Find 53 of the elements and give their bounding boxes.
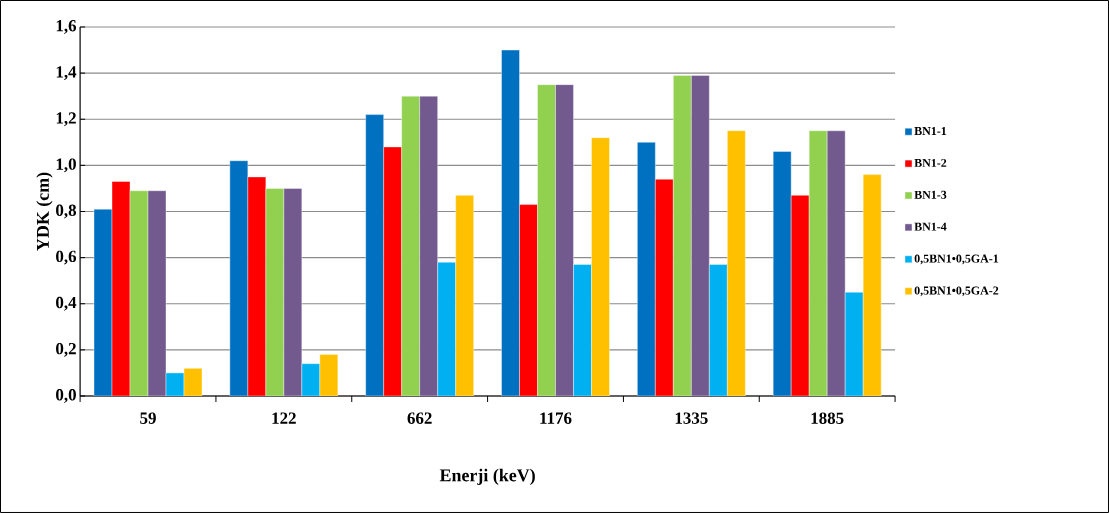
bar <box>727 130 746 396</box>
x-tick-label: 1335 <box>675 412 708 424</box>
y-tick-label: 0,8 <box>56 204 77 219</box>
y-tick-label: 1,4 <box>56 66 77 81</box>
bar <box>301 363 321 396</box>
legend-label: BN1-3 <box>914 190 947 199</box>
bar <box>401 95 420 396</box>
bar <box>790 195 810 396</box>
y-axis-title: YDK (cm) <box>36 172 53 251</box>
bar <box>673 75 692 396</box>
y-tick-label: 1,2 <box>56 112 76 127</box>
bar <box>383 146 402 396</box>
bar <box>229 160 249 396</box>
x-tick-label: 1885 <box>811 412 844 424</box>
y-tick-label: 1,0 <box>56 158 76 173</box>
bar <box>283 188 303 396</box>
bar <box>419 95 438 396</box>
bar <box>691 75 710 396</box>
bar <box>247 176 267 396</box>
bar <box>537 84 556 396</box>
legend-label: 0,5BN1•0,5GA-1 <box>914 254 999 265</box>
bar <box>319 354 339 396</box>
bar <box>265 188 285 396</box>
bar <box>808 130 828 396</box>
bar <box>637 142 656 396</box>
x-tick-label: 1176 <box>540 412 572 424</box>
y-tick-label: 0,0 <box>56 389 76 403</box>
x-tick-label: 662 <box>407 412 432 424</box>
bar <box>844 292 864 396</box>
legend-label: 0,5BN1•0,5GA-2 <box>914 286 999 297</box>
bar <box>772 151 792 396</box>
bar <box>365 114 384 396</box>
bar <box>573 264 592 396</box>
x-axis-title: Enerji (keV) <box>439 468 535 486</box>
y-tick-label: 1,6 <box>56 20 77 34</box>
bar <box>709 264 728 396</box>
legend-label: BN1-1 <box>914 127 947 135</box>
bar <box>455 195 474 396</box>
x-tick-label: 122 <box>272 412 296 424</box>
bar <box>826 130 846 396</box>
bar <box>655 179 674 396</box>
bar <box>591 137 610 396</box>
bar <box>519 204 538 396</box>
y-tick-label: 0,4 <box>56 296 77 311</box>
x-tick-label: 59 <box>140 412 156 424</box>
bar <box>862 174 882 396</box>
bar <box>437 262 456 396</box>
y-tick-label: 0,6 <box>56 250 77 265</box>
bar <box>501 49 520 396</box>
legend-label: BN1-2 <box>914 158 947 167</box>
legend-label: BN1-4 <box>914 222 947 231</box>
y-tick-label: 0,2 <box>56 342 76 357</box>
bar <box>555 84 574 396</box>
